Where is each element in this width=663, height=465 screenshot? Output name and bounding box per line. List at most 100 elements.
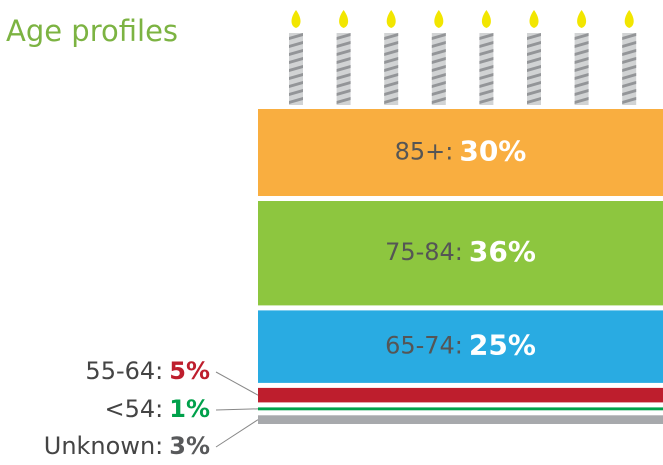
candle-stripe: [622, 97, 637, 104]
candle-stripe: [384, 33, 399, 40]
candle-stripe: [574, 73, 589, 80]
candle-stripe: [431, 97, 446, 104]
candle-stripe: [622, 49, 637, 56]
candle-stripe: [479, 81, 494, 88]
category-label: <54:: [105, 395, 164, 423]
candle-stripe: [431, 57, 446, 64]
candle-stripe: [431, 49, 446, 56]
candle-stripe: [289, 73, 303, 80]
candle-stripe: [384, 81, 399, 88]
leader-line: [215, 419, 259, 448]
candle-stripe: [527, 49, 541, 56]
layer-label: 55-64: 5%: [85, 357, 210, 385]
value-label: 36%: [469, 235, 536, 268]
candle-stripe: [574, 33, 589, 40]
layer-label: 75-84: 36%: [385, 235, 536, 268]
candle-stripe: [289, 89, 303, 96]
candle-stripe: [289, 33, 303, 40]
layer-label: <54: 1%: [105, 395, 210, 423]
candle-stripe: [622, 57, 637, 64]
value-label: 1%: [169, 395, 210, 423]
candle-stripe: [527, 81, 541, 88]
flame: [624, 10, 634, 28]
candle-stripe: [431, 65, 446, 72]
candle-stripe: [384, 73, 399, 80]
candle-stripe: [574, 65, 589, 72]
candle-stripe: [527, 57, 541, 64]
candle-stripe: [336, 73, 351, 80]
candle-stripe: [527, 97, 541, 104]
candle-stripe: [384, 57, 399, 64]
layer-label: 65-74: 25%: [385, 329, 536, 362]
cake-layer: [258, 407, 663, 411]
layer-label: 85+: 30%: [395, 135, 527, 168]
category-label: Unknown:: [44, 432, 164, 460]
candle-stripe: [622, 81, 637, 88]
candle-stripe: [336, 81, 351, 88]
candle-stripe: [574, 41, 589, 48]
candle-stripe: [336, 89, 351, 96]
candle-stripe: [479, 57, 494, 64]
category-label: 85+:: [395, 138, 454, 166]
candle-stripe: [384, 65, 399, 72]
candle-stripe: [289, 41, 303, 48]
candle-stripe: [574, 97, 589, 104]
candle-stripe: [336, 97, 351, 104]
candle-stripe: [574, 89, 589, 96]
candle-stripe: [479, 73, 494, 80]
layer-label: Unknown: 3%: [44, 432, 210, 460]
candle-stripe: [431, 73, 446, 80]
candle-stripe: [622, 33, 637, 40]
flame: [481, 10, 491, 28]
candle-stripe: [574, 57, 589, 64]
flame: [577, 10, 587, 28]
candle-stripe: [527, 89, 541, 96]
candle-stripe: [289, 97, 303, 104]
flame: [386, 10, 396, 28]
chart-title: Age profiles: [6, 14, 178, 48]
category-label: 55-64:: [85, 357, 163, 385]
candle-stripe: [336, 65, 351, 72]
candle-stripe: [527, 65, 541, 72]
value-label: 25%: [469, 329, 536, 362]
flame: [339, 10, 349, 28]
candle-stripe: [479, 41, 494, 48]
candle-stripe: [622, 89, 637, 96]
value-label: 3%: [169, 432, 210, 460]
candle-stripe: [289, 57, 303, 64]
flame: [291, 10, 301, 28]
candle-stripe: [622, 65, 637, 72]
category-label: 75-84:: [385, 238, 463, 266]
candle-stripe: [336, 41, 351, 48]
value-label: 30%: [459, 135, 526, 168]
candle-stripe: [431, 41, 446, 48]
candle-stripe: [479, 33, 494, 40]
leader-line: [215, 408, 259, 411]
candle-stripe: [527, 73, 541, 80]
candle-stripe: [384, 49, 399, 56]
candle-stripe: [336, 33, 351, 40]
candle-stripe: [622, 73, 637, 80]
cake-layer: [258, 201, 663, 306]
category-label: 65-74:: [385, 332, 463, 360]
candle-stripe: [479, 65, 494, 72]
candle-stripe: [622, 41, 637, 48]
candle-stripe: [479, 97, 494, 104]
candle-stripe: [384, 41, 399, 48]
cake-layer: [258, 387, 663, 403]
cake-layer: [258, 310, 663, 383]
candle-stripe: [289, 49, 303, 56]
candle-stripe: [527, 41, 541, 48]
value-label: 5%: [169, 357, 210, 385]
candle-stripe: [574, 49, 589, 56]
candles: [289, 10, 637, 105]
candle-stripe: [479, 89, 494, 96]
candle-stripe: [479, 49, 494, 56]
candle-stripe: [384, 89, 399, 96]
candle-stripe: [336, 57, 351, 64]
candle-stripe: [336, 49, 351, 56]
cake-layer: [258, 415, 663, 424]
candle-stripe: [431, 89, 446, 96]
candle-stripe: [431, 81, 446, 88]
